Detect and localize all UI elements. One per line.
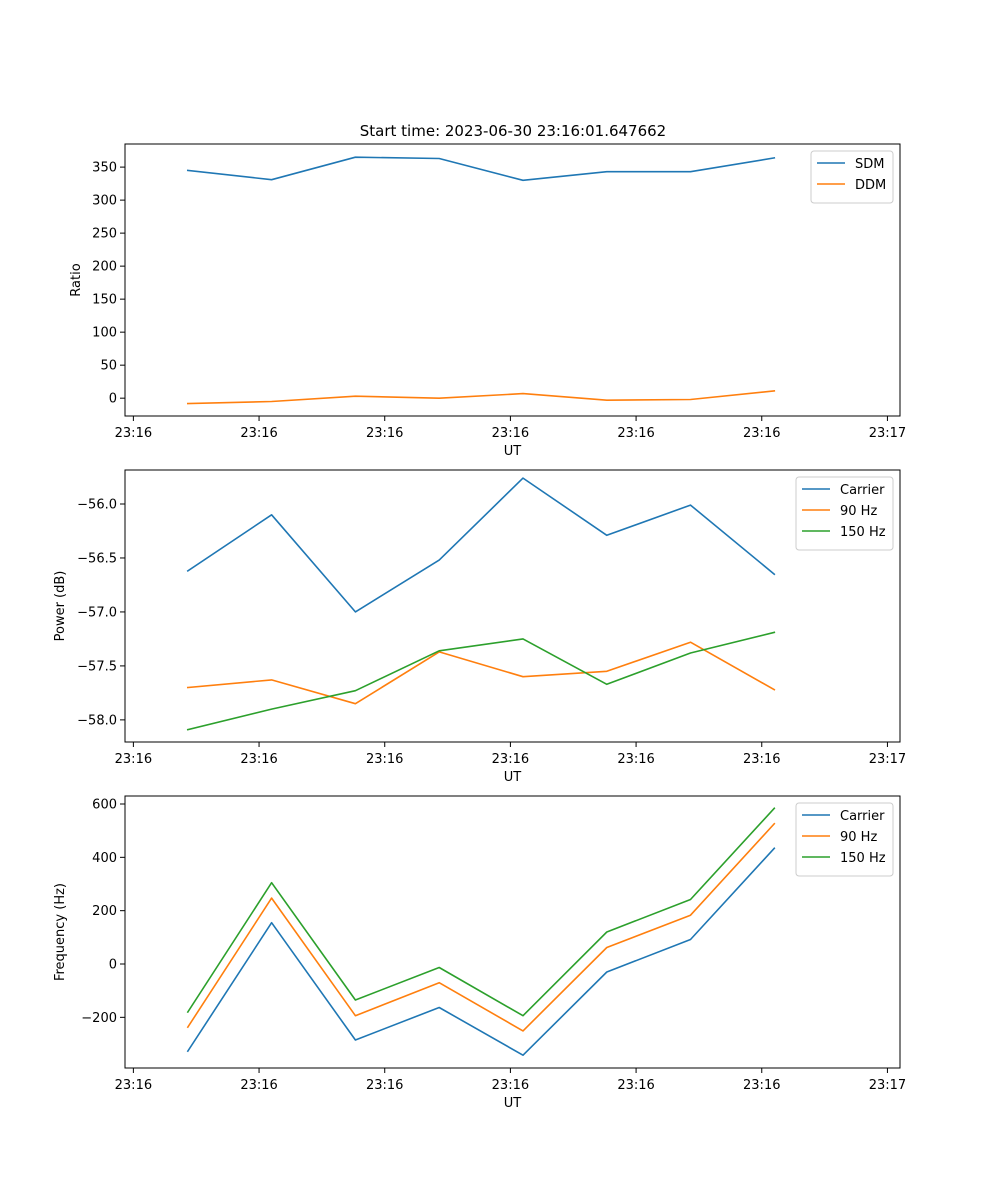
y-tick-label: −57.0 <box>77 605 117 620</box>
y-axis-label: Power (dB) <box>53 571 68 642</box>
x-tick-label: 23:16 <box>617 426 654 441</box>
y-tick-label: 400 <box>92 851 117 866</box>
y-tick-label: 250 <box>92 227 117 242</box>
y-tick-label: 350 <box>92 161 117 176</box>
x-tick-label: 23:16 <box>617 752 654 767</box>
y-tick-label: 50 <box>100 359 117 374</box>
x-tick-label: 23:16 <box>366 426 403 441</box>
legend-label: 90 Hz <box>840 830 877 845</box>
x-tick-label: 23:16 <box>492 1078 529 1093</box>
y-tick-label: 600 <box>92 798 117 813</box>
series-line-sdm <box>186 156 776 182</box>
x-tick-label: 23:16 <box>115 1078 152 1093</box>
y-tick-label: −56.5 <box>77 551 117 566</box>
y-tick-label: −57.5 <box>77 659 117 674</box>
subplot-2: −58.0 −57.5 −57.0 −56.5 −56.0 23:16 23:16 23:16… <box>53 469 906 785</box>
legend-box <box>810 150 894 204</box>
y-tick-label: −58.0 <box>77 713 117 728</box>
x-tick-label: 23:16 <box>492 752 529 767</box>
x-tick-label: 23:16 <box>240 1078 277 1093</box>
x-tick-label: 23:17 <box>869 1078 906 1093</box>
figure-title: Start time: 2023-06-30 23:16:01.647662 <box>360 122 666 140</box>
x-axis-label: UT <box>504 444 522 459</box>
y-tick-label: 100 <box>92 326 117 341</box>
x-tick-label: 23:16 <box>366 1078 403 1093</box>
plot-frame <box>124 469 901 743</box>
legend-label: 150 Hz <box>840 851 886 866</box>
plot-frame <box>124 795 901 1069</box>
y-axis-label: Frequency (Hz) <box>53 883 68 981</box>
x-tick-label: 23:16 <box>240 426 277 441</box>
x-axis-label: UT <box>504 1096 522 1111</box>
series-line-ddm <box>186 390 776 405</box>
x-tick-label: 23:16 <box>617 1078 654 1093</box>
x-tick-label: 23:16 <box>240 752 277 767</box>
legend-label: SDM <box>855 157 884 172</box>
x-tick-label: 23:16 <box>115 752 152 767</box>
legend-label: Carrier <box>840 483 885 498</box>
subplots: 0 50 100 150 200 250 300 350 23:16 23:16 23:16 23:1… <box>53 143 906 1111</box>
x-tick-label: 23:16 <box>115 426 152 441</box>
legend: SDM DDM <box>810 150 894 204</box>
series-line-150-hz <box>186 807 776 1017</box>
legend-label: 150 Hz <box>840 525 886 540</box>
y-axis-label: Ratio <box>69 263 84 296</box>
series-line-carrier <box>186 847 776 1056</box>
subplot-1: 0 50 100 150 200 250 300 350 23:16 23:16 23:16 23:1… <box>69 143 906 459</box>
x-axis-label: UT <box>504 770 522 785</box>
x-tick-label: 23:16 <box>492 426 529 441</box>
plot-frame <box>124 143 901 417</box>
y-tick-label: 0 <box>109 392 117 407</box>
x-tick-label: 23:17 <box>869 426 906 441</box>
series-line-90-hz <box>186 822 776 1032</box>
x-tick-label: 23:16 <box>743 1078 780 1093</box>
y-tick-label: 0 <box>109 958 117 973</box>
legend: Carrier 90 Hz 150 Hz <box>795 476 894 551</box>
x-tick-label: 23:16 <box>366 752 403 767</box>
legend: Carrier 90 Hz 150 Hz <box>795 802 894 877</box>
legend-label: DDM <box>855 178 886 193</box>
series-line-carrier <box>186 477 776 613</box>
y-tick-label: 300 <box>92 194 117 209</box>
series-line-150-hz <box>186 631 776 731</box>
x-tick-label: 23:17 <box>869 752 906 767</box>
y-tick-label: 150 <box>92 293 117 308</box>
y-tick-label: 200 <box>92 260 117 275</box>
legend-label: 90 Hz <box>840 504 877 519</box>
y-tick-label: 200 <box>92 904 117 919</box>
y-tick-label: −200 <box>81 1011 117 1026</box>
series-line-90-hz <box>186 641 776 705</box>
x-tick-label: 23:16 <box>743 426 780 441</box>
subplot-3: −200 0 200 400 600 23:16 23:16 23:16 23:16 23:16 2… <box>53 795 906 1111</box>
legend-label: Carrier <box>840 809 885 824</box>
y-tick-label: −56.0 <box>77 498 117 513</box>
x-tick-label: 23:16 <box>743 752 780 767</box>
